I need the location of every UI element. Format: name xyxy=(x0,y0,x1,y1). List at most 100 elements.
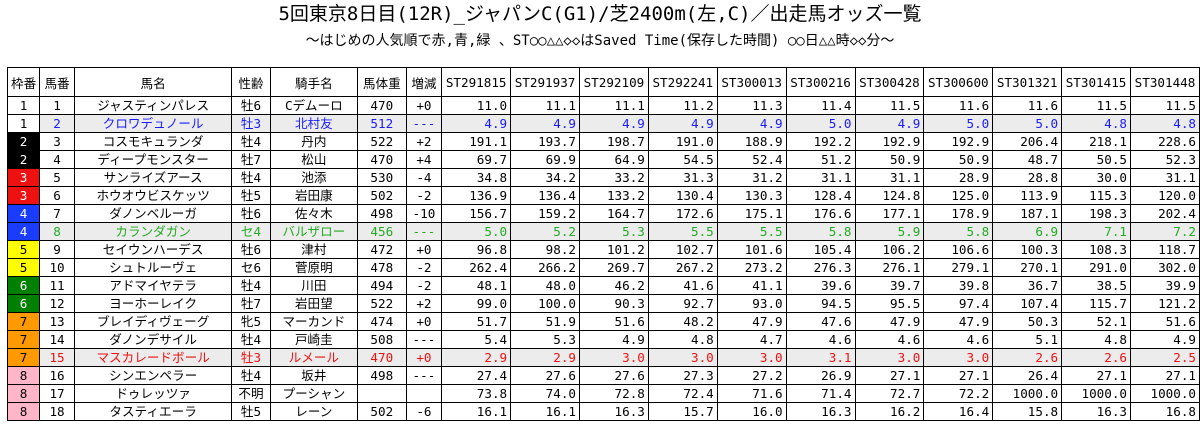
odds-cell: 5.2 xyxy=(510,222,580,241)
horse-name-cell: ホウオウビスケッツ xyxy=(73,186,233,205)
odds-cell: 4.6 xyxy=(923,330,994,349)
weight-diff-cell: +0 xyxy=(405,96,443,115)
sex-age-cell: 牡6 xyxy=(231,204,271,223)
odds-cell: 71.6 xyxy=(716,384,787,403)
weight-cell: 498 xyxy=(356,204,407,223)
odds-cell: 36.7 xyxy=(992,276,1063,295)
odds-cell: 202.4 xyxy=(1130,204,1200,223)
horse-name-cell: ジャスティンパレス xyxy=(73,96,233,115)
odds-cell: 4.9 xyxy=(716,114,787,133)
odds-cell: 192.9 xyxy=(923,132,994,151)
table-row: 3 5 サンライズアース 牡4 池添 530 -4 34.8 34.2 33.2 31.3 31.2 3… xyxy=(6,168,1200,187)
odds-cell: 228.6 xyxy=(1130,132,1200,151)
odds-cell: 95.5 xyxy=(854,294,925,313)
odds-cell: 262.4 xyxy=(441,258,512,277)
odds-cell: 31.1 xyxy=(1130,168,1200,187)
odds-cell: 7.2 xyxy=(1130,222,1200,241)
column-header: 馬体重 xyxy=(356,67,407,97)
odds-cell: 178.9 xyxy=(923,204,994,223)
sex-age-cell: 牡7 xyxy=(231,294,271,313)
odds-cell: 52.3 xyxy=(1130,150,1200,169)
odds-cell: 4.9 xyxy=(441,114,512,133)
odds-cell: 302.0 xyxy=(1130,258,1200,277)
odds-cell: 27.1 xyxy=(1061,366,1131,385)
weight-cell: 494 xyxy=(356,276,407,295)
odds-cell: 16.8 xyxy=(1130,402,1200,421)
jockey-cell: 松山 xyxy=(269,150,358,169)
odds-cell: 159.2 xyxy=(510,204,580,223)
odds-cell: 136.9 xyxy=(441,186,512,205)
odds-cell: 47.9 xyxy=(716,312,787,331)
odds-cell: 71.4 xyxy=(785,384,856,403)
jockey-cell: 坂井 xyxy=(269,366,358,385)
odds-cell: 2.6 xyxy=(1061,348,1131,367)
table-row: 8 16 シンエンペラー 牡4 坂井 498 --- 27.4 27.6 27.6 27.3 27.2… xyxy=(6,366,1200,385)
horse-number-cell: 8 xyxy=(39,222,75,241)
horse-number-cell: 11 xyxy=(39,276,75,295)
horse-name-cell: シンエンペラー xyxy=(73,366,233,385)
waku-cell: 6 xyxy=(6,294,41,313)
odds-cell: 130.3 xyxy=(716,186,787,205)
odds-cell: 27.3 xyxy=(647,366,718,385)
table-row: 6 12 ヨーホーレイク 牡7 岩田望 522 +2 99.0 100.0 90.3 92.7 93.… xyxy=(6,294,1200,313)
odds-cell: 175.1 xyxy=(716,204,787,223)
sex-age-cell: 牡6 xyxy=(231,240,271,259)
odds-cell: 97.4 xyxy=(923,294,994,313)
odds-cell: 31.3 xyxy=(647,168,718,187)
column-header: ST291815 xyxy=(441,67,512,97)
odds-cell: 11.5 xyxy=(1130,96,1200,115)
weight-diff-cell: +2 xyxy=(405,294,443,313)
odds-cell: 99.0 xyxy=(441,294,512,313)
odds-cell: 3.0 xyxy=(579,348,649,367)
horse-number-cell: 7 xyxy=(39,204,75,223)
odds-cell: 4.7 xyxy=(716,330,787,349)
column-header: ST300600 xyxy=(923,67,994,97)
odds-cell: 15.8 xyxy=(992,402,1063,421)
odds-cell: 47.9 xyxy=(923,312,994,331)
odds-cell: 48.2 xyxy=(647,312,718,331)
odds-cell: 108.3 xyxy=(1061,240,1131,259)
sex-age-cell: 牡6 xyxy=(231,96,271,115)
sex-age-cell: 牡5 xyxy=(231,186,271,205)
odds-cell: 101.2 xyxy=(579,240,649,259)
column-header: ST300013 xyxy=(716,67,787,97)
odds-cell: 279.1 xyxy=(923,258,994,277)
sex-age-cell: 牡4 xyxy=(231,168,271,187)
odds-cell: 125.0 xyxy=(923,186,994,205)
sex-age-cell: セ6 xyxy=(231,258,271,277)
odds-cell: 26.4 xyxy=(992,366,1063,385)
odds-cell: 101.6 xyxy=(716,240,787,259)
odds-cell: 48.1 xyxy=(441,276,512,295)
odds-cell: 267.2 xyxy=(647,258,718,277)
odds-cell: 276.1 xyxy=(854,258,925,277)
table-row: 2 3 コスモキュランダ 牡4 丹内 522 +2 191.1 193.7 198.7 191.0 1… xyxy=(6,132,1200,151)
odds-cell: 115.3 xyxy=(1061,186,1131,205)
odds-cell: 52.4 xyxy=(716,150,787,169)
table-body: 1 1 ジャスティンパレス 牡6 Cデムーロ 470 +0 11.0 11.1 11.1 11.2 1… xyxy=(6,96,1200,421)
weight-cell: 472 xyxy=(356,240,407,259)
odds-cell: 16.2 xyxy=(854,402,925,421)
odds-cell: 64.9 xyxy=(579,150,649,169)
odds-cell: 218.1 xyxy=(1061,132,1131,151)
odds-cell: 4.9 xyxy=(510,114,580,133)
odds-cell: 5.0 xyxy=(441,222,512,241)
odds-cell: 47.6 xyxy=(785,312,856,331)
column-header: ST291937 xyxy=(510,67,580,97)
odds-cell: 11.1 xyxy=(579,96,649,115)
weight-cell: 522 xyxy=(356,132,407,151)
odds-cell: 107.4 xyxy=(992,294,1063,313)
horse-number-cell: 6 xyxy=(39,186,75,205)
odds-cell: 4.9 xyxy=(647,114,718,133)
waku-cell: 8 xyxy=(6,384,41,403)
odds-cell: 291.0 xyxy=(1061,258,1131,277)
odds-cell: 41.1 xyxy=(716,276,787,295)
table-row: 5 10 シュトルーヴェ セ6 菅原明 478 -2 262.4 266.2 269.7 267.2… xyxy=(6,258,1200,277)
horse-name-cell: ダノンベルーガ xyxy=(73,204,233,223)
odds-cell: 51.2 xyxy=(785,150,856,169)
odds-cell: 206.4 xyxy=(992,132,1063,151)
odds-cell: 31.2 xyxy=(716,168,787,187)
jockey-cell: 川田 xyxy=(269,276,358,295)
waku-cell: 8 xyxy=(6,366,41,385)
odds-cell: 72.8 xyxy=(579,384,649,403)
odds-cell: 4.8 xyxy=(1130,114,1200,133)
